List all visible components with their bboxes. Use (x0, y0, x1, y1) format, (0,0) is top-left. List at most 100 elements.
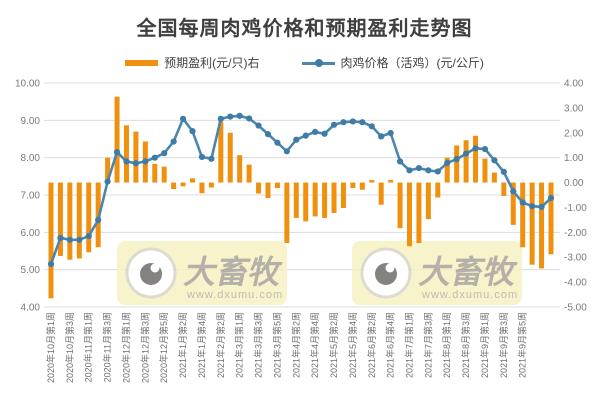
profit-bar (180, 182, 186, 187)
profit-bar (378, 182, 384, 205)
profit-bar (123, 125, 129, 183)
profit-bar (425, 182, 431, 220)
price-point (274, 139, 281, 146)
profit-bar (199, 182, 205, 194)
price-point (57, 234, 64, 242)
profit-bar (322, 182, 328, 218)
price-point (161, 150, 168, 157)
price-point (283, 148, 290, 155)
price-point (123, 158, 130, 165)
profit-bar (435, 182, 441, 198)
left-axis-tick-label: 8.00 (21, 153, 41, 164)
price-point (66, 236, 73, 243)
profit-bar (86, 182, 92, 253)
price-line-swatch-icon (301, 58, 335, 67)
price-point (378, 133, 385, 140)
profit-bar (388, 180, 394, 183)
profit-bar (152, 163, 158, 183)
legend-profit-label: 预期盈利(元/只)右 (164, 56, 260, 70)
profit-bar (359, 182, 365, 190)
price-point (547, 194, 555, 202)
profit-bar (76, 182, 82, 259)
profit-bar (463, 140, 469, 183)
profit-bar (350, 182, 356, 189)
price-point (481, 145, 489, 153)
profit-bar (57, 182, 63, 256)
watermark-url-text: www.dxumu.com (421, 289, 518, 301)
watermark-eye-highlight (385, 263, 395, 273)
x-axis-tick-label: 2020年12月第1周 (120, 312, 131, 383)
price-point (170, 138, 177, 145)
profit-bar (105, 157, 111, 183)
right-axis-tick-label: -4.00 (564, 278, 587, 289)
price-point (434, 168, 441, 175)
price-point (208, 155, 215, 162)
profit-bar (529, 182, 535, 265)
price-point (227, 113, 234, 120)
watermark-brand-text: 大畜牧 (182, 254, 286, 290)
profit-bar (340, 182, 346, 208)
x-axis-tick-label: 2021年6月第2周 (366, 312, 377, 378)
profit-bar (369, 180, 375, 183)
profit-bar (501, 182, 507, 196)
price-point (510, 188, 517, 195)
price-point (491, 157, 498, 164)
price-point (132, 160, 140, 167)
right-axis-tick-label: -3.00 (564, 253, 587, 264)
profit-bar (208, 182, 214, 188)
price-point (113, 148, 121, 156)
x-axis-tick-label: 2021年9月第1周 (479, 312, 490, 378)
price-point (444, 159, 451, 166)
price-point (95, 216, 102, 224)
profit-bar (510, 182, 516, 225)
watermark-eye-highlight (150, 263, 160, 273)
right-axis-tick-label: -1.00 (564, 203, 587, 214)
profit-bar (454, 145, 460, 183)
right-axis-tick-label: -5.00 (564, 303, 587, 314)
price-point (47, 260, 55, 268)
price-point (472, 145, 479, 152)
price-point (368, 123, 375, 130)
profit-bar (284, 182, 290, 244)
legend-item-price: 肉鸡价格（活鸡）(元/公斤) (301, 54, 484, 71)
price-point (76, 236, 83, 243)
profit-bar (331, 182, 337, 213)
x-axis-tick-label: 2021年8月第1周 (441, 312, 452, 378)
profit-bar (114, 96, 120, 183)
price-point (387, 129, 394, 137)
profit-bar (265, 182, 271, 198)
price-point (246, 115, 253, 122)
price-point (529, 203, 536, 210)
watermark-url-text: www.dxumu.com (186, 289, 283, 301)
price-point (330, 121, 338, 128)
left-axis-tick-label: 10.00 (15, 79, 40, 90)
left-axis-tick-label: 7.00 (21, 191, 41, 202)
price-point (396, 158, 404, 165)
price-point (179, 115, 187, 122)
x-axis-tick-label: 2021年6月第4周 (385, 312, 396, 378)
price-point (406, 167, 413, 174)
profit-bar (491, 172, 497, 183)
price-point (425, 167, 432, 174)
right-axis-tick-label: 0.00 (564, 178, 584, 189)
price-point (312, 128, 319, 136)
price-point (142, 158, 149, 165)
x-axis-tick-label: 2020年10月第1周 (45, 312, 56, 383)
x-axis-tick-label: 2021年5月第2周 (328, 312, 339, 378)
price-point (538, 203, 545, 211)
price-point (255, 122, 262, 129)
right-axis-tick-label: 2.00 (564, 128, 584, 139)
price-point (519, 199, 526, 206)
profit-bar (48, 182, 54, 299)
profit-bar (67, 182, 73, 260)
price-point (293, 136, 300, 143)
profit-bar-swatch-icon (125, 59, 159, 66)
right-axis-tick-label: 4.00 (564, 79, 584, 90)
profit-bar (520, 182, 526, 248)
profit-bar (161, 166, 167, 183)
chart-title: 全国每周肉鸡价格和预期盈利走势图 (136, 18, 473, 40)
x-axis-tick-label: 2020年11月第3周 (102, 312, 113, 382)
